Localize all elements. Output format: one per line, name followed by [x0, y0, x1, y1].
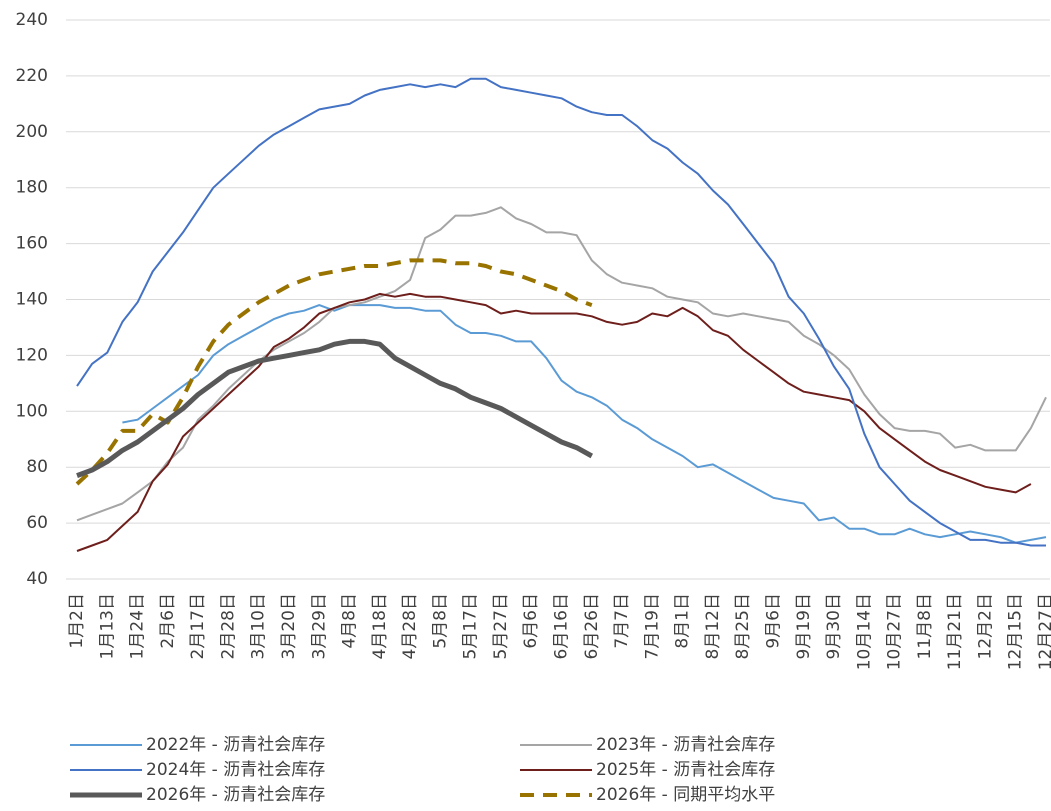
y-tick-label: 100 — [16, 401, 48, 421]
x-tick-label: 6月26日 — [582, 593, 602, 659]
x-tick-label: 9月30日 — [824, 593, 844, 659]
series-line — [76, 338, 594, 478]
y-tick-label: 60 — [26, 513, 48, 533]
x-tick-label: 8月12日 — [703, 593, 723, 659]
y-tick-label: 160 — [16, 234, 48, 254]
x-tick-label: 3月10日 — [249, 593, 269, 659]
series-line — [76, 206, 1047, 522]
legend-label: 2026年 - 沥青社会库存 — [146, 785, 325, 805]
y-tick-label: 140 — [16, 290, 48, 310]
x-tick-label: 2月17日 — [188, 593, 208, 659]
x-tick-label: 4月18日 — [370, 593, 390, 659]
x-tick-label: 12月15日 — [1006, 593, 1026, 670]
y-tick-label: 80 — [26, 457, 48, 477]
x-tick-label: 12月2日 — [975, 593, 995, 659]
x-tick-label: 8月25日 — [733, 593, 753, 659]
x-tick-label: 12月27日 — [1036, 593, 1051, 670]
series-line — [76, 77, 1046, 547]
x-tick-label: 1月2日 — [67, 593, 87, 649]
x-tick-label: 9月6日 — [763, 593, 783, 649]
x-tick-label: 3月20日 — [279, 593, 299, 659]
y-tick-label: 120 — [16, 345, 48, 365]
x-tick-label: 2月6日 — [158, 593, 178, 649]
legend-label: 2026年 - 同期平均水平 — [596, 785, 775, 805]
series-line — [76, 292, 1032, 552]
series-line — [122, 304, 1047, 544]
y-tick-label: 220 — [16, 66, 48, 86]
legend-label: 2023年 - 沥青社会库存 — [596, 735, 775, 755]
x-tick-label: 8月1日 — [673, 593, 693, 649]
legend-label: 2022年 - 沥青社会库存 — [146, 735, 325, 755]
x-tick-label: 5月27日 — [491, 593, 511, 659]
legend-label: 2025年 - 沥青社会库存 — [596, 760, 775, 780]
x-tick-label: 6月6日 — [521, 593, 541, 649]
series-line — [75, 258, 593, 486]
x-tick-label: 3月29日 — [309, 593, 329, 659]
legend-label: 2024年 - 沥青社会库存 — [146, 760, 325, 780]
x-tick-label: 5月8日 — [430, 593, 450, 649]
y-tick-label: 240 — [16, 10, 48, 30]
x-tick-label: 10月27日 — [885, 593, 905, 670]
x-tick-label: 5月17日 — [461, 593, 481, 659]
x-tick-label: 7月7日 — [612, 593, 632, 649]
x-tick-label: 1月24日 — [128, 593, 148, 659]
x-tick-label: 7月19日 — [642, 593, 662, 659]
x-tick-label: 9月19日 — [794, 593, 814, 659]
x-tick-label: 11月8日 — [915, 593, 935, 659]
x-tick-label: 4月8日 — [340, 593, 360, 649]
y-tick-label: 200 — [16, 122, 48, 142]
x-tick-label: 10月14日 — [854, 593, 874, 670]
x-tick-label: 6月16日 — [552, 593, 572, 659]
x-tick-label: 2月28日 — [218, 593, 238, 659]
x-tick-label: 11月21日 — [945, 593, 965, 670]
x-tick-label: 4月28日 — [400, 593, 420, 659]
y-tick-label: 40 — [26, 569, 48, 589]
x-tick-label: 1月13日 — [97, 593, 117, 659]
y-tick-label: 180 — [16, 178, 48, 198]
